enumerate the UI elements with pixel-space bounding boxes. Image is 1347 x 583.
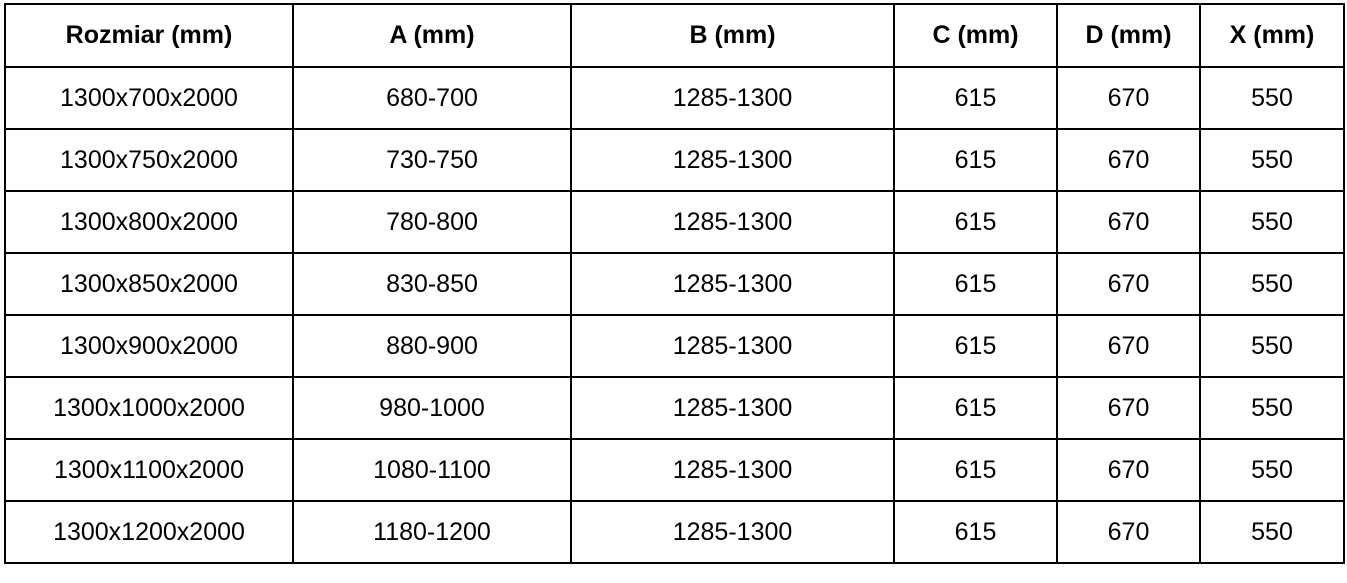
table-cell: 1300x1100x2000 — [4, 438, 294, 502]
table-row: 1300x1200x2000 1180-1200 1285-1300 615 670 55… — [4, 500, 1345, 564]
table-cell: 670 — [1056, 314, 1201, 378]
table-cell: 1285-1300 — [570, 500, 895, 564]
table-cell: 615 — [893, 66, 1058, 130]
table-cell: 550 — [1199, 190, 1345, 254]
table-cell: 670 — [1056, 500, 1201, 564]
column-header: B (mm) — [570, 3, 895, 68]
table-cell: 615 — [893, 252, 1058, 316]
table-cell: 615 — [893, 438, 1058, 502]
column-header: C (mm) — [893, 3, 1058, 68]
table-cell: 550 — [1199, 376, 1345, 440]
table-cell: 1285-1300 — [570, 376, 895, 440]
table-cell: 1285-1300 — [570, 128, 895, 192]
column-header: D (mm) — [1056, 3, 1201, 68]
table-cell: 1285-1300 — [570, 190, 895, 254]
header-row: Rozmiar (mm) A (mm) B (mm) C (mm) D (mm) X (m… — [4, 3, 1345, 68]
table-row: 1300x850x2000 830-850 1285-1300 615 670 550 — [4, 252, 1345, 316]
table-cell: 550 — [1199, 314, 1345, 378]
dimensions-table: Rozmiar (mm) A (mm) B (mm) C (mm) D (mm) X (m… — [4, 3, 1345, 564]
table-row: 1300x700x2000 680-700 1285-1300 615 670 550 — [4, 66, 1345, 130]
table-cell: 615 — [893, 128, 1058, 192]
table-cell: 1300x800x2000 — [4, 190, 294, 254]
table-cell: 550 — [1199, 438, 1345, 502]
table-cell: 730-750 — [292, 128, 572, 192]
table-cell: 1300x750x2000 — [4, 128, 294, 192]
table-cell: 880-900 — [292, 314, 572, 378]
table-row: 1300x1000x2000 980-1000 1285-1300 615 670 550 — [4, 376, 1345, 440]
table-cell: 670 — [1056, 252, 1201, 316]
table-cell: 1300x900x2000 — [4, 314, 294, 378]
table-cell: 670 — [1056, 438, 1201, 502]
table-cell: 670 — [1056, 66, 1201, 130]
table-cell: 615 — [893, 376, 1058, 440]
table-cell: 1285-1300 — [570, 438, 895, 502]
table-cell: 680-700 — [292, 66, 572, 130]
table-cell: 550 — [1199, 252, 1345, 316]
table-cell: 670 — [1056, 128, 1201, 192]
table-cell: 615 — [893, 314, 1058, 378]
table-cell: 670 — [1056, 190, 1201, 254]
table-cell: 1300x700x2000 — [4, 66, 294, 130]
table-cell: 830-850 — [292, 252, 572, 316]
table-cell: 780-800 — [292, 190, 572, 254]
table-cell: 1300x850x2000 — [4, 252, 294, 316]
table-cell: 1285-1300 — [570, 314, 895, 378]
table-cell: 1080-1100 — [292, 438, 572, 502]
table-cell: 1300x1000x2000 — [4, 376, 294, 440]
column-header: A (mm) — [292, 3, 572, 68]
table-cell: 550 — [1199, 500, 1345, 564]
table-cell: 1285-1300 — [570, 66, 895, 130]
table-cell: 615 — [893, 190, 1058, 254]
table-cell: 1180-1200 — [292, 500, 572, 564]
table-cell: 1285-1300 — [570, 252, 895, 316]
table-row: 1300x800x2000 780-800 1285-1300 615 670 550 — [4, 190, 1345, 254]
table-row: 1300x900x2000 880-900 1285-1300 615 670 550 — [4, 314, 1345, 378]
column-header: X (mm) — [1199, 3, 1345, 68]
table-cell: 550 — [1199, 128, 1345, 192]
table-cell: 615 — [893, 500, 1058, 564]
column-header: Rozmiar (mm) — [4, 3, 294, 68]
table-cell: 1300x1200x2000 — [4, 500, 294, 564]
table-cell: 980-1000 — [292, 376, 572, 440]
table-row: 1300x750x2000 730-750 1285-1300 615 670 550 — [4, 128, 1345, 192]
table-row: 1300x1100x2000 1080-1100 1285-1300 615 670 55… — [4, 438, 1345, 502]
table-cell: 670 — [1056, 376, 1201, 440]
table-cell: 550 — [1199, 66, 1345, 130]
